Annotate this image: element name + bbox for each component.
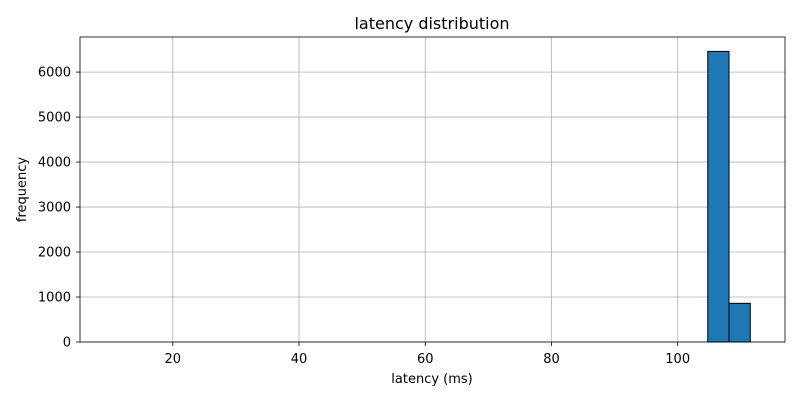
grid — [80, 37, 785, 343]
y-axis: 0 1000 2000 3000 4000 5000 6000 — [38, 66, 80, 351]
x-tick-label: 60 — [417, 352, 434, 367]
y-tick-label: 6000 — [38, 66, 71, 81]
histogram-bar — [707, 50, 730, 343]
x-tick-label: 80 — [543, 352, 560, 367]
plot-frame — [79, 36, 786, 343]
y-tick-label: 5000 — [38, 111, 71, 126]
bars — [707, 50, 751, 343]
y-tick-label: 4000 — [38, 156, 71, 171]
x-axis-label: latency (ms) — [391, 372, 472, 387]
x-tick-label: 40 — [291, 352, 308, 367]
y-tick-label: 2000 — [38, 246, 71, 261]
x-tick-label: 100 — [665, 352, 690, 367]
y-axis-label: frequency — [15, 157, 30, 223]
y-tick-label: 0 — [63, 336, 71, 351]
histogram-bar — [728, 302, 751, 343]
y-tick-label: 1000 — [38, 291, 71, 306]
x-axis: 20 40 60 80 100 — [165, 342, 690, 367]
x-tick-label: 20 — [165, 352, 182, 367]
y-tick-label: 3000 — [38, 201, 71, 216]
chart-title: latency distribution — [354, 14, 509, 33]
